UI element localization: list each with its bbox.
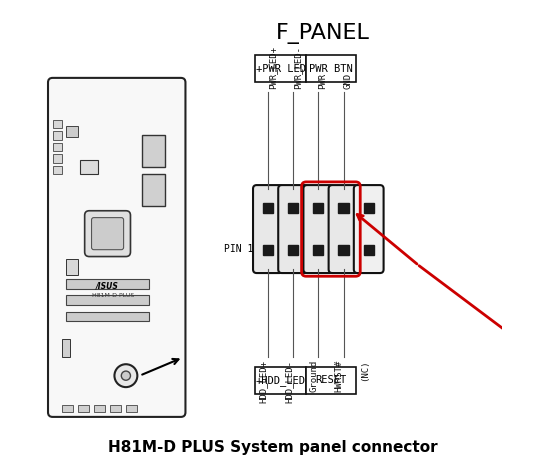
- Text: PWR_LED-: PWR_LED-: [293, 46, 302, 90]
- Text: HDD_LED-: HDD_LED-: [284, 360, 293, 403]
- Text: PIN 1: PIN 1: [223, 244, 253, 253]
- Bar: [53, 120, 62, 128]
- Text: HDD_LED+: HDD_LED+: [259, 360, 268, 403]
- Bar: [80, 160, 99, 174]
- Circle shape: [122, 371, 130, 380]
- Text: +PWR LED: +PWR LED: [256, 64, 306, 74]
- Bar: [66, 126, 78, 137]
- Bar: [66, 296, 149, 305]
- Text: H81M-D PLUS: H81M-D PLUS: [92, 293, 134, 298]
- Text: Ground: Ground: [310, 360, 318, 392]
- Text: HWRST#: HWRST#: [335, 360, 343, 392]
- Bar: [126, 405, 137, 412]
- Text: /ISUS: /ISUS: [96, 282, 119, 291]
- FancyBboxPatch shape: [354, 185, 384, 273]
- Bar: [313, 245, 323, 255]
- Text: RESET: RESET: [316, 375, 347, 385]
- FancyBboxPatch shape: [92, 218, 124, 250]
- Bar: [66, 312, 149, 321]
- FancyBboxPatch shape: [306, 366, 356, 394]
- Circle shape: [114, 364, 137, 387]
- Text: +HDD_LED: +HDD_LED: [256, 375, 306, 386]
- Bar: [263, 245, 273, 255]
- Bar: [338, 203, 349, 213]
- Bar: [62, 339, 70, 358]
- Bar: [364, 203, 374, 213]
- Bar: [66, 280, 149, 289]
- FancyBboxPatch shape: [253, 185, 283, 273]
- Bar: [288, 203, 298, 213]
- Bar: [110, 405, 122, 412]
- Bar: [53, 131, 62, 140]
- Bar: [53, 166, 62, 174]
- Text: PWR_LED+: PWR_LED+: [268, 46, 277, 90]
- FancyBboxPatch shape: [255, 366, 306, 394]
- FancyBboxPatch shape: [48, 78, 185, 417]
- FancyBboxPatch shape: [278, 185, 308, 273]
- Bar: [66, 259, 78, 275]
- Bar: [78, 405, 89, 412]
- FancyBboxPatch shape: [255, 55, 306, 83]
- Bar: [53, 143, 62, 151]
- Text: (NC): (NC): [360, 360, 369, 381]
- Bar: [53, 154, 62, 162]
- Text: PWR BTN: PWR BTN: [309, 64, 353, 74]
- FancyBboxPatch shape: [306, 55, 356, 83]
- Bar: [142, 135, 165, 167]
- FancyBboxPatch shape: [84, 211, 130, 257]
- Bar: [338, 245, 349, 255]
- FancyBboxPatch shape: [304, 185, 333, 273]
- Bar: [62, 405, 73, 412]
- FancyBboxPatch shape: [329, 185, 359, 273]
- Bar: [142, 174, 165, 206]
- Bar: [364, 245, 374, 255]
- Bar: [313, 203, 323, 213]
- Text: GND: GND: [343, 73, 353, 90]
- Text: H81M-D PLUS System panel connector: H81M-D PLUS System panel connector: [108, 440, 437, 455]
- Text: PWR: PWR: [318, 73, 328, 90]
- Bar: [263, 203, 273, 213]
- Bar: [288, 245, 298, 255]
- Bar: [94, 405, 105, 412]
- Text: F_PANEL: F_PANEL: [276, 23, 370, 44]
